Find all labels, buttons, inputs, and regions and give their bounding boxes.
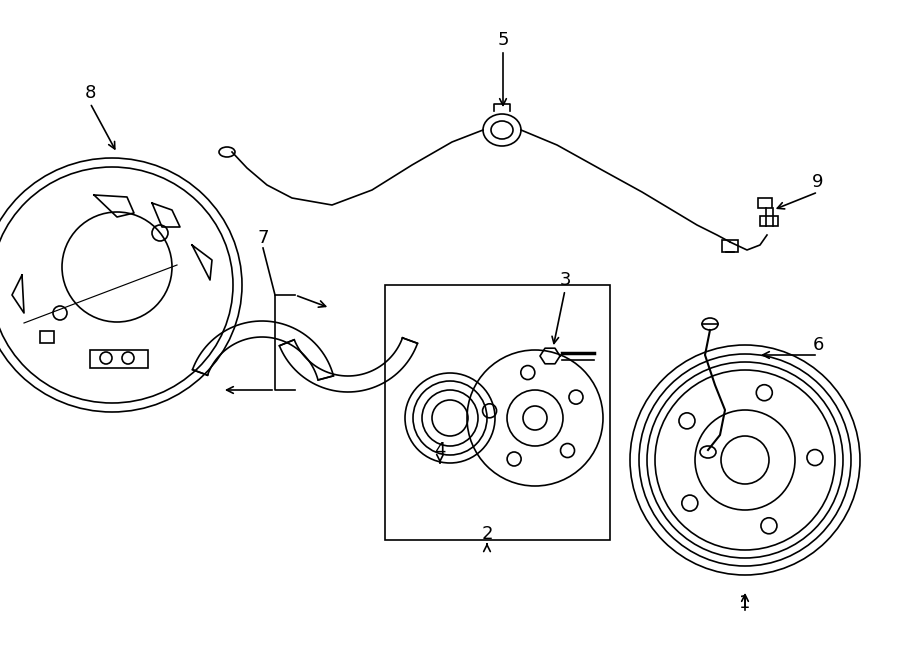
Text: 3: 3 [559,271,571,289]
Bar [40,331,54,343]
Text: 5: 5 [497,31,508,49]
Bar [722,240,738,252]
Text: 8: 8 [85,84,95,102]
Bar [760,216,778,226]
Bar [385,285,610,540]
Text: 7: 7 [257,229,269,247]
Text: 2: 2 [482,525,493,543]
Text: 9: 9 [812,173,824,191]
Text: 1: 1 [739,594,751,612]
Text: 4: 4 [434,441,446,459]
Bar [758,198,772,208]
Bar [90,350,148,368]
Text: 6: 6 [813,336,824,354]
